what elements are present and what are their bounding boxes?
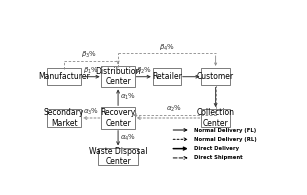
- FancyBboxPatch shape: [153, 68, 181, 85]
- Text: Direct Shipment: Direct Shipment: [194, 155, 243, 160]
- FancyBboxPatch shape: [101, 107, 135, 129]
- Text: Retailer: Retailer: [152, 72, 182, 81]
- FancyBboxPatch shape: [99, 148, 138, 165]
- Text: $\alpha_4$%: $\alpha_4$%: [120, 133, 136, 143]
- FancyBboxPatch shape: [201, 68, 230, 85]
- Text: Customer: Customer: [197, 72, 234, 81]
- FancyBboxPatch shape: [101, 66, 135, 87]
- Text: Distribution
Center: Distribution Center: [95, 67, 141, 86]
- Text: $\alpha_2$%: $\alpha_2$%: [166, 104, 183, 114]
- Text: $\beta_1$%: $\beta_1$%: [83, 66, 99, 76]
- Text: $\beta_2$%: $\beta_2$%: [136, 66, 152, 76]
- Text: Normal Delivery (RL): Normal Delivery (RL): [194, 137, 257, 142]
- Text: Collection
Center: Collection Center: [196, 108, 235, 128]
- Text: $\alpha_3$%: $\alpha_3$%: [83, 107, 99, 117]
- FancyBboxPatch shape: [47, 109, 81, 127]
- Text: $\alpha_1$%: $\alpha_1$%: [120, 92, 136, 102]
- Text: Recovery
Center: Recovery Center: [100, 108, 136, 128]
- FancyBboxPatch shape: [201, 109, 230, 127]
- Text: Waste Disposal
Center: Waste Disposal Center: [89, 147, 147, 166]
- Text: $\beta_3$%: $\beta_3$%: [81, 50, 97, 60]
- Text: Manufacturer: Manufacturer: [38, 72, 90, 81]
- Text: Direct Delivery: Direct Delivery: [194, 146, 239, 151]
- Text: Normal Delivery (FL): Normal Delivery (FL): [194, 128, 256, 133]
- Text: $\beta_4$%: $\beta_4$%: [159, 42, 175, 53]
- FancyBboxPatch shape: [47, 68, 81, 85]
- Text: Secondary
Market: Secondary Market: [44, 108, 84, 128]
